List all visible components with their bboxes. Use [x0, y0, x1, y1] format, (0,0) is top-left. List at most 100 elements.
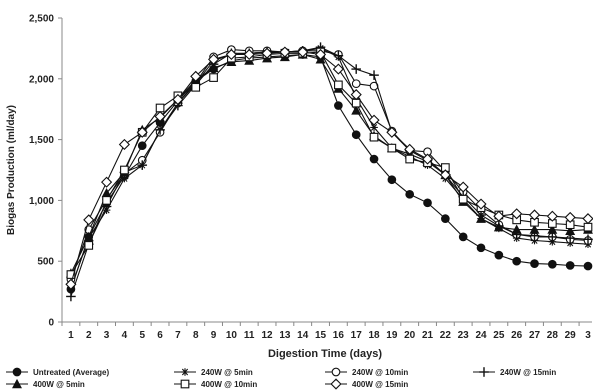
marker-shape: [565, 225, 576, 236]
data-point: [583, 222, 593, 232]
data-point: [209, 73, 218, 82]
data-point: [333, 50, 344, 61]
legend-marker: [12, 378, 22, 389]
marker-shape: [334, 80, 343, 90]
marker-shape: [12, 367, 22, 377]
marker-shape: [405, 154, 415, 164]
data-point: [83, 214, 95, 226]
x-tick-label: 13: [279, 330, 291, 341]
data-point: [261, 47, 273, 59]
legend-marker: [180, 379, 190, 389]
legend-item: 240W @ 10min: [325, 367, 408, 377]
x-tick-label: 3: [585, 330, 591, 341]
y-tick-label: 500: [37, 257, 54, 268]
marker-shape: [314, 48, 327, 61]
y-tick-label: 1,500: [29, 135, 54, 146]
data-point: [369, 154, 379, 164]
data-point: [530, 259, 539, 268]
data-point: [351, 79, 361, 89]
data-point: [137, 141, 147, 151]
marker-shape: [172, 93, 184, 106]
marker-shape: [12, 378, 22, 389]
marker-shape: [583, 222, 593, 232]
data-point: [334, 101, 343, 110]
data-point: [476, 243, 486, 253]
x-tick-label: 1: [68, 330, 74, 341]
marker-shape: [547, 259, 557, 269]
series-line: [70, 47, 589, 289]
data-point: [137, 160, 148, 170]
x-tick-label: 27: [529, 330, 541, 341]
data-point: [351, 98, 361, 108]
data-point: [118, 138, 130, 151]
data-point: [494, 250, 504, 260]
legend-label: 400W @ 10min: [201, 380, 257, 389]
legend-marker: [12, 367, 22, 377]
data-point: [84, 241, 94, 250]
x-tick-label: 28: [547, 330, 559, 341]
marker-shape: [439, 169, 451, 181]
legend-label: 400W @ 5min: [33, 380, 85, 389]
marker-shape: [350, 89, 362, 101]
x-tick-label: 10: [226, 330, 238, 341]
legend-label: Untreated (Average): [33, 368, 110, 377]
x-tick-label: 11: [244, 330, 255, 341]
data-point: [565, 225, 576, 236]
marker-shape: [120, 165, 129, 175]
data-point: [350, 89, 362, 101]
marker-shape: [421, 153, 434, 165]
marker-shape: [565, 261, 575, 270]
data-point: [208, 62, 219, 73]
marker-shape: [458, 232, 468, 242]
marker-shape: [155, 103, 165, 113]
marker-shape: [458, 194, 468, 204]
legend-item: 240W @ 5min: [174, 368, 253, 377]
x-tick-label: 18: [368, 330, 380, 341]
marker-shape: [405, 189, 415, 199]
marker-shape: [209, 73, 218, 82]
x-tick-label: 16: [333, 330, 345, 341]
data-point: [191, 82, 201, 92]
data-point: [458, 194, 468, 204]
marker-shape: [493, 210, 505, 222]
legend-label: 240W @ 5min: [201, 368, 253, 377]
legend-item: Untreated (Average): [6, 367, 110, 377]
x-tick-label: 12: [261, 330, 273, 341]
marker-shape: [243, 48, 255, 61]
marker-shape: [386, 126, 398, 138]
x-tick-label: 19: [386, 330, 398, 341]
data-point: [155, 125, 165, 135]
x-tick-label: 29: [565, 330, 577, 341]
x-tick-label: 21: [422, 330, 434, 341]
marker-shape: [191, 82, 201, 92]
legend-label: 400W @ 15min: [352, 380, 408, 389]
data-point: [351, 64, 362, 74]
marker-shape: [564, 211, 576, 224]
data-point: [475, 198, 487, 210]
data-point: [207, 53, 220, 65]
data-point: [190, 70, 202, 82]
marker-shape: [351, 98, 361, 108]
legend-item: 240W @ 15min: [473, 367, 556, 377]
x-tick-label: 23: [458, 330, 470, 341]
marker-shape: [369, 154, 379, 164]
data-point: [564, 211, 576, 224]
data-point: [154, 110, 166, 123]
marker-shape: [511, 224, 522, 234]
x-tick-label: 26: [511, 330, 523, 341]
legend-marker: [479, 367, 489, 377]
marker-shape: [351, 105, 362, 115]
marker-shape: [476, 213, 486, 223]
y-tick-label: 2,500: [29, 14, 54, 25]
legend-label: 240W @ 15min: [500, 368, 556, 377]
marker-shape: [582, 213, 593, 225]
legend-item: 400W @ 5min: [6, 378, 85, 389]
data-point: [493, 210, 505, 222]
marker-shape: [387, 175, 397, 185]
marker-shape: [369, 132, 379, 142]
marker-shape: [154, 110, 166, 123]
data-point: [102, 196, 111, 205]
data-point: [583, 234, 593, 245]
marker-shape: [331, 367, 341, 377]
data-point: [100, 176, 113, 188]
